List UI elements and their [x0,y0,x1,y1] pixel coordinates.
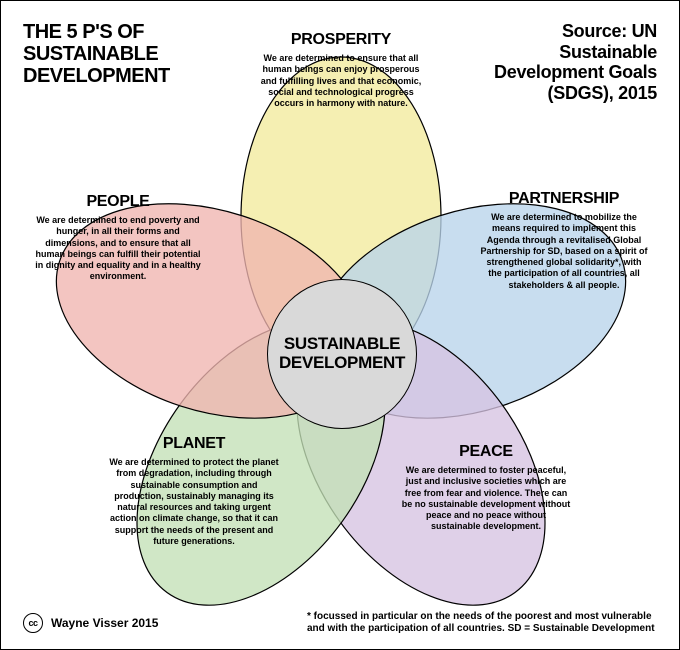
petal-label-people: PEOPLE We are determined to end poverty a… [33,193,203,283]
petal-body-prosperity: We are determined to ensure that all hum… [257,53,425,109]
diagram-canvas: THE 5 P'S OF SUSTAINABLE DEVELOPMENT Sou… [0,0,680,650]
cc-icon: cc [23,613,43,633]
petal-label-partnership: PARTNERSHIP We are determined to mobilize… [479,190,649,291]
petal-title-prosperity: PROSPERITY [257,31,425,49]
attribution-text: Wayne Visser 2015 [51,616,158,630]
petal-body-partnership: We are determined to mobilize the means … [479,212,649,291]
petal-body-people: We are determined to end poverty and hun… [33,215,203,283]
petal-title-planet: PLANET [105,435,283,453]
petal-title-peace: PEACE [401,443,571,461]
petal-body-peace: We are determined to foster peaceful, ju… [401,465,571,533]
diagram-source: Source: UN Sustainable Development Goals… [477,21,657,104]
petal-title-people: PEOPLE [33,193,203,211]
petal-label-planet: PLANET We are determined to protect the p… [105,435,283,547]
center-label: SUSTAINABLE DEVELOPMENT [268,335,416,372]
attribution-row: cc Wayne Visser 2015 [23,613,158,633]
petal-title-partnership: PARTNERSHIP [479,190,649,208]
petal-body-planet: We are determined to protect the planet … [105,457,283,547]
petal-label-prosperity: PROSPERITY We are determined to ensure th… [257,31,425,109]
footnote-text: * focussed in particular on the needs of… [307,611,657,635]
petal-label-peace: PEACE We are determined to foster peacefu… [401,443,571,533]
center-circle: SUSTAINABLE DEVELOPMENT [267,279,417,429]
diagram-title: THE 5 P'S OF SUSTAINABLE DEVELOPMENT [23,21,203,87]
